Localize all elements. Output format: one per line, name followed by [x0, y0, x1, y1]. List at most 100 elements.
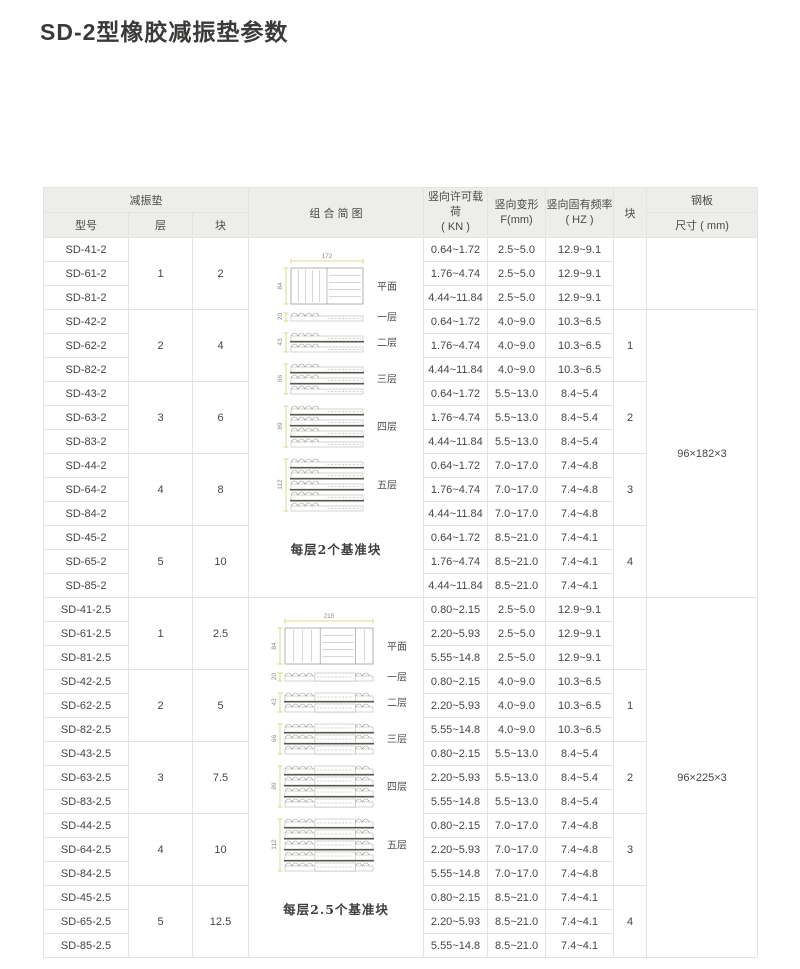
model-cell: SD-82-2.5 [43, 717, 129, 742]
blocks-cell: 2.5 [191, 597, 250, 670]
load-cell: 4.44~11.84 [423, 501, 489, 526]
freq-cell: 10.3~6.5 [545, 717, 615, 742]
dimension-label: 20 [271, 673, 278, 681]
blocks-cell: 6 [191, 381, 250, 454]
table-row: SD-42-2.5 2 5 0.80~2.15 4.0~9.0 10.3~6.5 1 [43, 669, 758, 742]
stack-blocks-cell: 3 [613, 453, 648, 526]
model-cell: SD-64-2.5 [43, 837, 129, 862]
model-cell: SD-85-2 [43, 573, 129, 598]
freq-cell: 10.3~6.5 [545, 357, 615, 382]
dimension-label: 20 [277, 313, 284, 321]
diagram-layer-label: 四层 [387, 781, 407, 793]
freq-cell: 7.4~4.1 [545, 885, 615, 910]
load-cell: 1.76~4.74 [423, 405, 489, 430]
spec-table: 减振垫 组 合 简 图 竖向许可载荷 ( KN ) 竖向变形 F(mm) 竖向固… [42, 187, 759, 958]
table-row: SD-45-2.5 5 12.5 0.80~2.15 8.5~21.0 7.4~4.1 4 [43, 885, 758, 958]
freq-cell: 10.3~6.5 [545, 333, 615, 358]
blocks-cell: 7.5 [191, 741, 250, 814]
deform-cell: 8.5~21.0 [487, 549, 547, 574]
model-cell: SD-84-2.5 [43, 861, 129, 886]
diagram-svg: 172 84 平面 20 一层 43 二层 66 三层 89 四层 112 五层 [277, 253, 397, 512]
diagram-layer-label: 四层 [377, 421, 397, 433]
deform-cell: 4.0~9.0 [487, 357, 547, 382]
model-cell: SD-44-2 [43, 453, 129, 478]
header-load-line2: ( KN ) [441, 220, 470, 233]
load-cell: 5.55~14.8 [423, 717, 489, 742]
deform-cell: 4.0~9.0 [487, 717, 547, 742]
model-cell: SD-61-2 [43, 261, 129, 286]
dimension-label: 84 [277, 282, 284, 290]
table-row: SD-43-2 3 6 0.64~1.72 5.5~13.0 8.4~5.4 2 [43, 381, 758, 454]
deform-cell: 7.0~17.0 [487, 453, 547, 478]
load-cell: 0.80~2.15 [423, 669, 489, 694]
header-deform: 竖向变形 F(mm) [487, 187, 547, 238]
stack-blocks-cell [613, 597, 648, 670]
dimension-label: 43 [271, 698, 278, 706]
deform-cell: 8.5~21.0 [487, 909, 547, 934]
header-model: 型号 [43, 212, 129, 238]
table-header: 减振垫 组 合 简 图 竖向许可载荷 ( KN ) 竖向变形 F(mm) 竖向固… [42, 187, 759, 238]
deform-cell: 2.5~5.0 [487, 237, 547, 262]
deform-cell: 7.0~17.0 [487, 837, 547, 862]
load-cell: 4.44~11.84 [423, 357, 489, 382]
table-row: SD-61-2 1.76~4.74 2.5~5.0 12.9~9.1 [43, 261, 758, 286]
header-blocks: 块 [191, 212, 250, 238]
load-cell: 0.64~1.72 [423, 525, 489, 550]
layers-cell: 4 [128, 813, 193, 886]
table-row: SD-83-2 4.44~11.84 5.5~13.0 8.4~5.4 [43, 429, 758, 454]
dimension-label: 172 [322, 253, 333, 260]
table-row: SD-62-2.5 2.20~5.93 4.0~9.0 10.3~6.5 [43, 693, 758, 718]
model-cell: SD-45-2 [43, 525, 129, 550]
deform-cell: 8.5~21.0 [487, 933, 547, 958]
table-row: SD-82-2 4.44~11.84 4.0~9.0 10.3~6.5 [43, 357, 758, 382]
header-freq-line1: 竖向固有频率 [546, 198, 613, 211]
model-cell: SD-45-2.5 [43, 885, 129, 910]
table-row: SD-61-2.5 2.20~5.93 2.5~5.0 12.9~9.1 [43, 621, 758, 646]
load-cell: 4.44~11.84 [423, 573, 489, 598]
model-cell: SD-65-2.5 [43, 909, 129, 934]
deform-cell: 5.5~13.0 [487, 789, 547, 814]
steel-size-cell [646, 237, 759, 310]
dimension-label: 66 [277, 375, 284, 383]
table-row: SD-63-2 1.76~4.74 5.5~13.0 8.4~5.4 [43, 405, 758, 430]
dimension-label: 84 [271, 642, 278, 650]
freq-cell: 12.9~9.1 [545, 621, 615, 646]
header-stack-blocks: 块 [613, 187, 648, 238]
diagram-layer-label: 三层 [377, 374, 397, 386]
load-cell: 1.76~4.74 [423, 333, 489, 358]
deform-cell: 7.0~17.0 [487, 501, 547, 526]
layers-cell: 1 [128, 237, 193, 310]
load-cell: 0.64~1.72 [423, 309, 489, 334]
model-cell: SD-83-2.5 [43, 789, 129, 814]
model-cell: SD-41-2 [43, 237, 129, 262]
deform-cell: 4.0~9.0 [487, 669, 547, 694]
blocks-cell: 8 [191, 453, 250, 526]
load-cell: 2.20~5.93 [423, 693, 489, 718]
blocks-cell: 5 [191, 669, 250, 742]
dimension-label: 215 [324, 613, 335, 620]
diagram-cell: 172 84 平面 20 一层 43 二层 66 三层 89 四层 112 五层 每层2个基准块 [248, 237, 425, 598]
blocks-cell: 10 [191, 813, 250, 886]
model-cell: SD-81-2.5 [43, 645, 129, 670]
load-cell: 1.76~4.74 [423, 477, 489, 502]
header-row-2: 型号 层 块 尺寸 ( mm) [43, 212, 759, 238]
model-cell: SD-63-2.5 [43, 765, 129, 790]
header-load-line1: 竖向许可载荷 [428, 191, 484, 219]
table-row: SD-45-2 5 10 0.64~1.72 8.5~21.0 7.4~4.1 4 [43, 525, 758, 598]
model-cell: SD-64-2 [43, 477, 129, 502]
load-cell: 1.76~4.74 [423, 261, 489, 286]
load-cell: 2.20~5.93 [423, 621, 489, 646]
table-row: SD-85-2.5 5.55~14.8 8.5~21.0 7.4~4.1 [43, 933, 758, 958]
freq-cell: 8.4~5.4 [545, 381, 615, 406]
page-title: SD-2型橡胶减振垫参数 [40, 19, 289, 45]
model-cell: SD-42-2.5 [43, 669, 129, 694]
table-body: SD-41-2 1 2 172 84 平面 20 一层 43 二层 66 三层 89 四层 112 五层 每层2… [43, 237, 759, 958]
diagram-caption: 每层2个基准块 [290, 542, 382, 557]
stack-blocks-cell: 4 [613, 885, 648, 958]
freq-cell: 8.4~5.4 [545, 789, 615, 814]
model-cell: SD-62-2 [43, 333, 129, 358]
load-cell: 0.80~2.15 [423, 813, 489, 838]
steel-size-cell: 96×225×3 [646, 597, 759, 958]
freq-cell: 12.9~9.1 [545, 261, 615, 286]
freq-cell: 7.4~4.8 [545, 837, 615, 862]
